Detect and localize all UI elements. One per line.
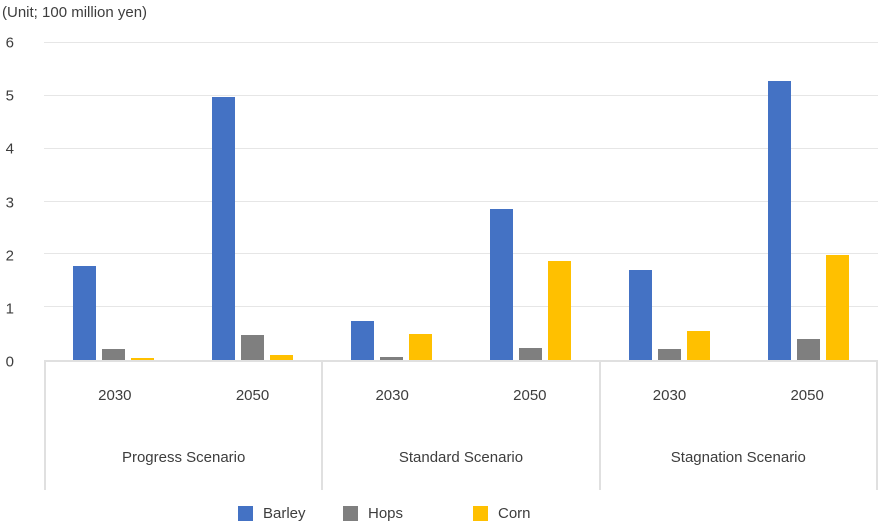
y-tick-label: 0 — [5, 353, 14, 371]
year-label: 2030 — [652, 386, 687, 404]
year-label: 2050 — [790, 386, 824, 404]
bar-barley — [73, 265, 96, 360]
year-bar-group — [461, 43, 600, 360]
gridline — [44, 306, 878, 308]
year-bar-group — [44, 43, 183, 360]
year-label-row: 2030 2050 — [601, 362, 876, 428]
year-bar-group — [600, 43, 739, 360]
bar-corn — [826, 254, 849, 360]
year-label: 2030 — [375, 386, 409, 404]
plot-area — [44, 42, 878, 362]
bar-series-area — [44, 43, 878, 360]
category-cell: 2030 2050 Stagnation Scenario — [598, 362, 876, 490]
bar-hops — [102, 348, 125, 360]
year-label: 2050 — [513, 386, 547, 404]
year-bar-group — [322, 43, 461, 360]
gridline — [44, 42, 878, 43]
bar-corn — [131, 357, 154, 360]
bar-hops — [797, 338, 820, 360]
gridline — [44, 147, 878, 149]
scenario-label: Standard Scenario — [398, 448, 524, 466]
bar-barley — [212, 97, 235, 360]
bar-corn — [687, 330, 710, 360]
legend: Barley Hops Corn — [0, 505, 880, 526]
legend-entry-hops: Hops — [343, 505, 403, 522]
legend-entry-barley: Barley — [238, 505, 306, 522]
bar-corn — [548, 261, 571, 360]
legend-label: Barley — [263, 505, 306, 522]
y-tick-label: 2 — [5, 247, 14, 265]
legend-swatch-corn — [473, 506, 488, 521]
category-axis: 2030 2050 Progress Scenario 2030 2050 Standar… — [44, 362, 878, 490]
y-tick-label: 1 — [5, 300, 14, 318]
scenario-label: Progress Scenario — [121, 448, 246, 466]
scenario-bar-group — [44, 43, 322, 360]
y-tick-label: 6 — [5, 34, 14, 52]
gridline — [44, 253, 878, 255]
y-axis-tick-labels: 0 1 2 3 4 5 6 — [0, 36, 15, 370]
category-cell: 2030 2050 Standard Scenario — [321, 362, 598, 490]
scenario-bar-group — [600, 43, 878, 360]
scenario-bar-group — [322, 43, 600, 360]
legend-swatch-barley — [238, 506, 253, 521]
year-label: 2030 — [98, 386, 132, 404]
bar-barley — [768, 80, 791, 360]
bar-hops — [380, 356, 403, 360]
legend-swatch-hops — [343, 506, 358, 521]
bar-corn — [270, 355, 293, 360]
chart-unit-label: (Unit; 100 million yen) — [2, 4, 148, 21]
y-tick-label: 3 — [5, 194, 14, 211]
scenario-label: Stagnation Scenario — [670, 448, 806, 466]
bar-barley — [629, 270, 652, 360]
y-tick-label: 5 — [5, 87, 14, 105]
year-bar-group — [183, 43, 322, 360]
bar-hops — [241, 334, 264, 360]
bar-hops — [658, 348, 681, 360]
legend-entry-corn: Corn — [473, 505, 531, 522]
bar-hops — [519, 348, 542, 360]
gridline — [44, 200, 878, 202]
year-label: 2050 — [235, 386, 270, 404]
legend-label: Corn — [498, 505, 531, 522]
bar-barley — [490, 209, 513, 360]
year-bar-group — [739, 43, 878, 360]
category-cell: 2030 2050 Progress Scenario — [44, 362, 321, 490]
gridline — [44, 94, 878, 96]
bar-barley — [351, 321, 374, 360]
bar-corn — [409, 334, 432, 360]
year-label-row: 2030 2050 — [46, 362, 321, 428]
year-label-row: 2030 2050 — [323, 362, 598, 428]
y-tick-label: 4 — [5, 140, 14, 158]
legend-label: Hops — [368, 505, 404, 522]
